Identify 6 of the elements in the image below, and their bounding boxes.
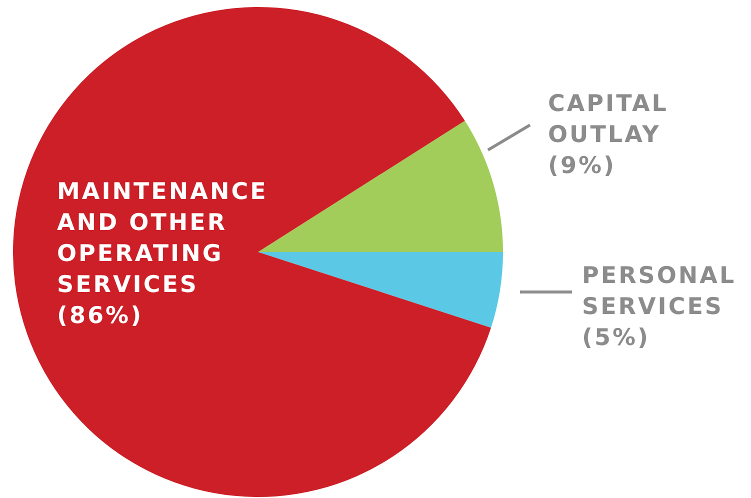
slice-label: PERSONAL SERVICES bbox=[582, 262, 736, 320]
slice-label: CAPITAL OUTLAY bbox=[548, 90, 668, 148]
slice-label: MAINTENANCE AND OTHER OPERATING SERVICES bbox=[57, 178, 268, 298]
data-label: (9%) bbox=[548, 152, 616, 179]
data-label: (86%) bbox=[57, 302, 144, 329]
data-label: (5%) bbox=[582, 324, 650, 351]
